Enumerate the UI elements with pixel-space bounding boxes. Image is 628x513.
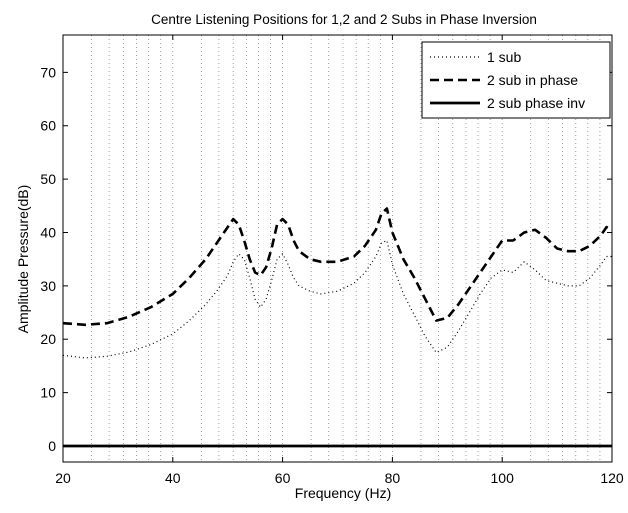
y-tick-label: 60 — [40, 118, 56, 134]
plot-frame — [62, 34, 613, 463]
x-tick-label: 100 — [491, 470, 515, 486]
y-tick-label: 10 — [40, 385, 56, 401]
y-tick-label: 50 — [40, 171, 56, 187]
tick-layer: 20 40 60 80 100 120 0 10 20 30 40 50 60 70 — [40, 35, 624, 486]
y-tick-label: 70 — [40, 64, 56, 80]
x-axis-label: Frequency (Hz) — [295, 485, 391, 501]
chart-title: Centre Listening Positions for 1,2 and 2… — [151, 12, 537, 27]
legend-label-2: 2 sub in phase — [487, 72, 578, 88]
data-layer — [62, 207, 613, 448]
x-tick-label: 20 — [55, 470, 71, 486]
x-tick-label: 60 — [275, 470, 291, 486]
legend-box — [421, 41, 611, 119]
legend-label-3: 2 sub phase inv — [487, 95, 585, 111]
y-tick-label: 0 — [48, 438, 56, 454]
y-axis-label: Amplitude Pressure(dB) — [15, 185, 31, 334]
x-tick-label: 80 — [385, 470, 401, 486]
x-tick-label: 120 — [600, 470, 624, 486]
y-tick-label: 20 — [40, 331, 56, 347]
x-tick-label: 40 — [165, 470, 181, 486]
legend-label-1: 1 sub — [487, 49, 521, 65]
series-line-2 — [62, 207, 613, 327]
y-tick-label: 40 — [40, 224, 56, 240]
y-tick-label: 30 — [40, 278, 56, 294]
series-line-1 — [62, 239, 612, 359]
legend: 1 sub 2 sub in phase 2 sub phase inv — [421, 41, 611, 119]
